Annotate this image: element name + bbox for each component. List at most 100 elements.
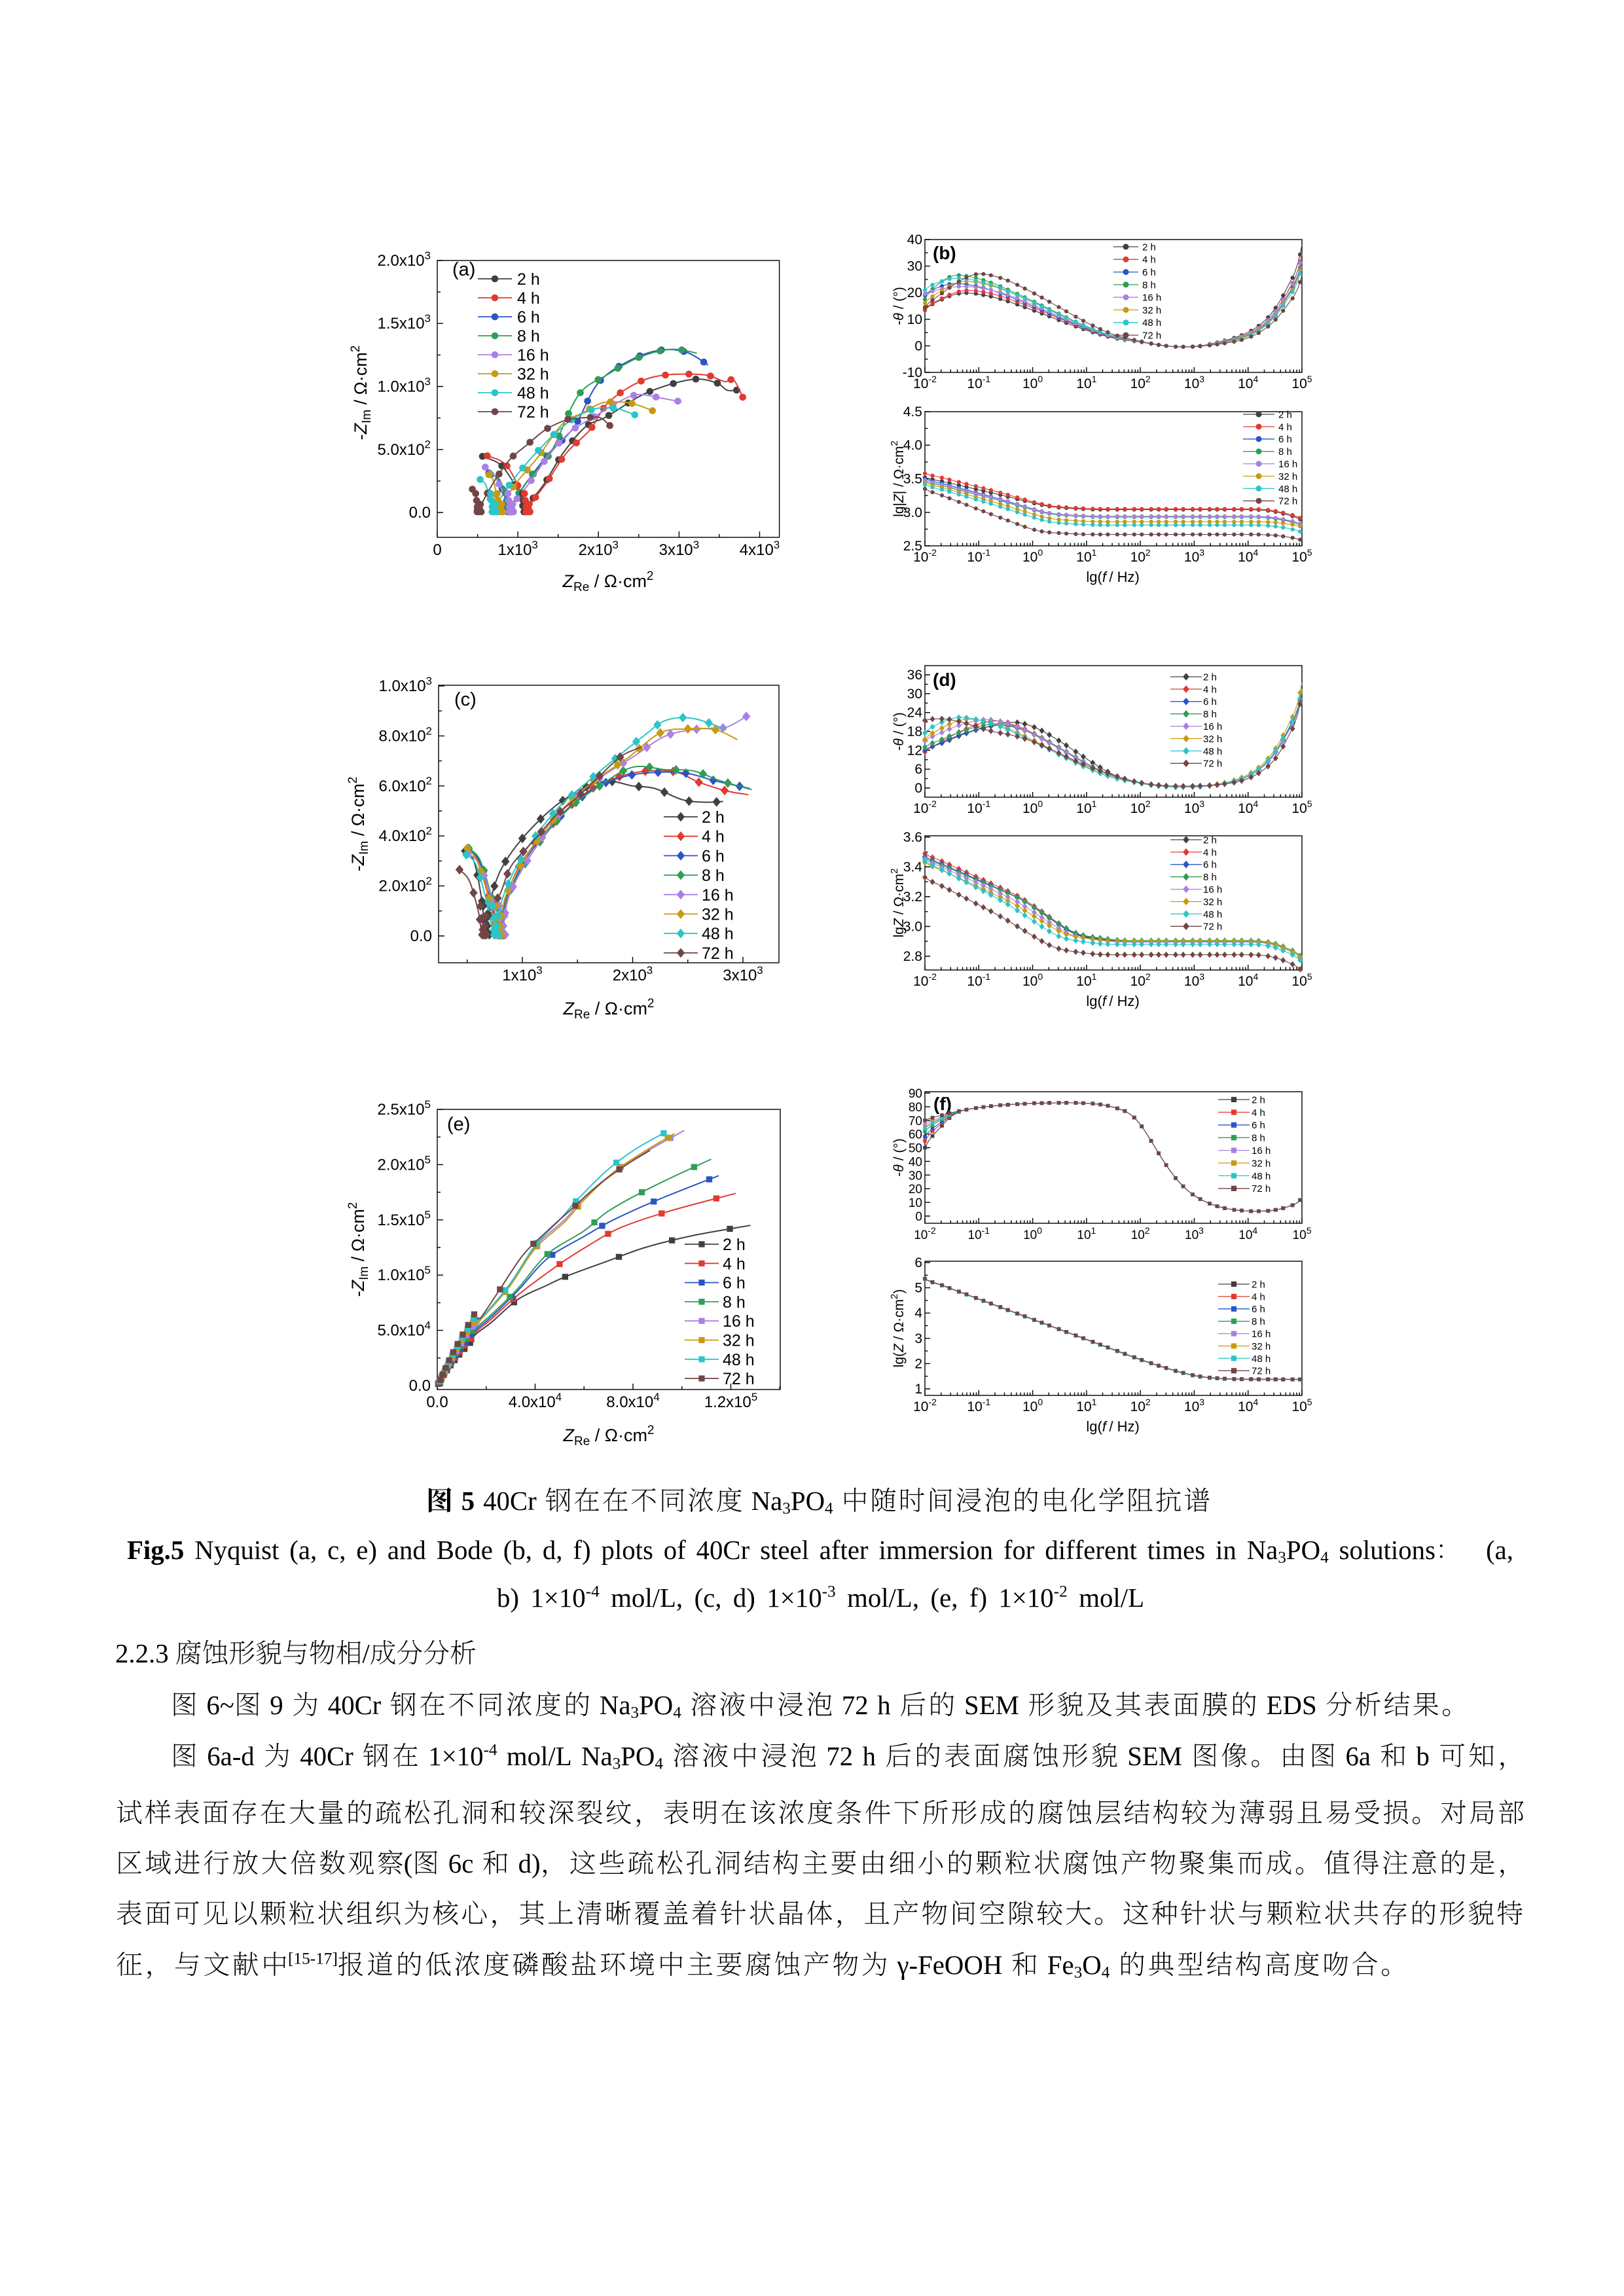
svg-text:48 h: 48 h xyxy=(702,925,734,943)
svg-text:2.5: 2.5 xyxy=(903,539,922,554)
svg-text:/ Ω·cm: / Ω·cm xyxy=(348,783,368,841)
svg-text:40: 40 xyxy=(909,1155,922,1169)
svg-text:16 h: 16 h xyxy=(1252,1145,1271,1157)
svg-text:-1: -1 xyxy=(983,547,991,558)
svg-text:(a): (a) xyxy=(452,259,475,280)
svg-text:/ Hz): / Hz) xyxy=(1106,993,1140,1009)
svg-text:steel: steel xyxy=(760,1535,809,1565)
svg-text:5: 5 xyxy=(1307,798,1312,809)
svg-text:2: 2 xyxy=(1146,798,1151,809)
svg-text:6.0x10: 6.0x10 xyxy=(379,778,426,795)
svg-text:48 h: 48 h xyxy=(1252,1354,1271,1365)
svg-text:(: ( xyxy=(404,1849,413,1878)
svg-text:48 h: 48 h xyxy=(1278,484,1297,495)
svg-text:/ Ω·cm: / Ω·cm xyxy=(590,999,647,1018)
svg-text:2 h: 2 h xyxy=(1142,242,1156,253)
svg-text:10: 10 xyxy=(913,974,928,989)
svg-text:4: 4 xyxy=(825,1499,833,1517)
svg-text:1.0x10: 1.0x10 xyxy=(378,1266,425,1284)
svg-text:(b,: (b, xyxy=(503,1535,532,1565)
svg-text:mol/L: mol/L xyxy=(507,1742,572,1771)
svg-text:6c: 6c xyxy=(448,1849,474,1878)
svg-text:8 h: 8 h xyxy=(1252,1316,1265,1327)
svg-text:10: 10 xyxy=(1238,974,1253,989)
svg-text:10: 10 xyxy=(1184,1399,1199,1414)
svg-text:2 h: 2 h xyxy=(702,808,725,827)
svg-text:-4: -4 xyxy=(586,1583,600,1601)
svg-text:5: 5 xyxy=(1307,971,1312,982)
svg-text:[15-17]: [15-17] xyxy=(288,1950,338,1968)
svg-text:Na: Na xyxy=(1247,1535,1278,1565)
svg-text:-2: -2 xyxy=(929,971,937,982)
svg-text:3: 3 xyxy=(782,1499,791,1517)
svg-text:3x10: 3x10 xyxy=(659,541,693,559)
svg-text:-Z: -Z xyxy=(348,1279,368,1297)
svg-text:3: 3 xyxy=(1199,971,1204,982)
svg-text:4: 4 xyxy=(653,1391,659,1403)
svg-text:mol/L,: mol/L, xyxy=(611,1583,683,1613)
svg-text:72 h: 72 h xyxy=(723,1370,755,1388)
svg-text:10: 10 xyxy=(1238,376,1253,391)
svg-text:2 h: 2 h xyxy=(723,1236,746,1254)
svg-text:10: 10 xyxy=(1023,1229,1037,1242)
svg-text:3: 3 xyxy=(425,249,431,262)
svg-text:4: 4 xyxy=(655,1754,663,1772)
svg-text:10: 10 xyxy=(907,312,922,327)
svg-text:(a,: (a, xyxy=(1486,1535,1513,1565)
svg-text:4.0x10: 4.0x10 xyxy=(509,1393,556,1411)
svg-text:4.0: 4.0 xyxy=(903,438,922,453)
svg-text:1.0x10: 1.0x10 xyxy=(378,378,425,396)
svg-text:-Z: -Z xyxy=(348,853,368,871)
svg-text:10: 10 xyxy=(1184,801,1199,816)
svg-text:Fig.5: Fig.5 xyxy=(127,1535,184,1565)
svg-text:3: 3 xyxy=(1278,1548,1286,1566)
svg-text:PO: PO xyxy=(621,1742,655,1771)
svg-text:10: 10 xyxy=(909,1196,922,1210)
svg-text:4 h: 4 h xyxy=(1203,847,1217,858)
svg-text:12: 12 xyxy=(907,743,922,758)
svg-text:Re: Re xyxy=(574,1008,590,1022)
svg-text:8 h: 8 h xyxy=(517,327,540,346)
svg-text:1: 1 xyxy=(1092,1397,1097,1407)
svg-text:3.4: 3.4 xyxy=(903,860,923,875)
svg-text:5: 5 xyxy=(1307,374,1312,384)
svg-text:1: 1 xyxy=(914,1382,922,1397)
svg-text:10: 10 xyxy=(913,376,928,391)
svg-text:1.5x10: 1.5x10 xyxy=(378,315,425,332)
svg-text:4.0x10: 4.0x10 xyxy=(379,827,426,845)
svg-text:72: 72 xyxy=(826,1742,853,1771)
svg-text:Z: Z xyxy=(892,1343,907,1353)
svg-text:4: 4 xyxy=(556,1391,562,1403)
svg-text:5: 5 xyxy=(751,1391,757,1403)
svg-text:6 h: 6 h xyxy=(517,308,540,327)
svg-text:different: different xyxy=(1045,1535,1137,1565)
svg-text:/ Hz): / Hz) xyxy=(1106,1418,1140,1435)
svg-text:10: 10 xyxy=(1238,801,1253,816)
svg-text:h: h xyxy=(877,1691,890,1720)
svg-text:0: 0 xyxy=(433,541,441,559)
svg-text:/ Ω·cm: / Ω·cm xyxy=(348,1209,368,1266)
svg-text:2x10: 2x10 xyxy=(613,967,647,984)
svg-text:72 h: 72 h xyxy=(1203,922,1222,933)
svg-text:16 h: 16 h xyxy=(1203,721,1222,732)
svg-text:4 h: 4 h xyxy=(1252,1107,1265,1119)
svg-text:6 h: 6 h xyxy=(702,847,725,865)
svg-text:4 h: 4 h xyxy=(723,1255,746,1273)
svg-text:4: 4 xyxy=(1254,798,1259,809)
svg-text:5: 5 xyxy=(425,1098,431,1111)
svg-text:4: 4 xyxy=(1320,1548,1329,1566)
svg-text:30: 30 xyxy=(907,687,922,702)
svg-text:1x10: 1x10 xyxy=(502,967,536,984)
svg-text:10: 10 xyxy=(1238,1229,1252,1242)
svg-text:10: 10 xyxy=(1022,550,1038,565)
svg-text:-4: -4 xyxy=(484,1741,497,1759)
svg-text:2.5x10: 2.5x10 xyxy=(378,1101,425,1119)
svg-text:10: 10 xyxy=(914,1229,928,1242)
svg-text:32 h: 32 h xyxy=(1203,734,1222,745)
svg-text:10: 10 xyxy=(913,1399,928,1414)
svg-text:4.5: 4.5 xyxy=(903,404,922,420)
svg-text:5: 5 xyxy=(1307,1225,1312,1236)
svg-text:lg: lg xyxy=(892,506,907,516)
svg-text:10: 10 xyxy=(1238,550,1253,565)
svg-text:lg(: lg( xyxy=(892,1352,907,1367)
